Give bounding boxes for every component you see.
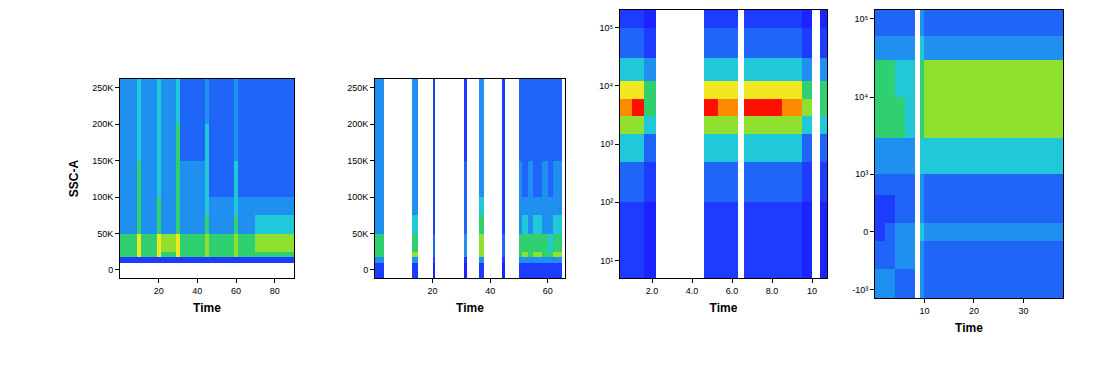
- svg-text:SSC-A: SSC-A: [67, 160, 81, 198]
- svg-text:Time: Time: [456, 301, 484, 315]
- svg-text:4.0: 4.0: [686, 286, 699, 296]
- svg-text:250K: 250K: [347, 83, 368, 93]
- svg-text:40: 40: [192, 286, 202, 296]
- svg-text:200K: 200K: [92, 119, 113, 129]
- svg-text:6.0: 6.0: [726, 286, 739, 296]
- svg-text:100K: 100K: [347, 192, 368, 202]
- svg-text:30: 30: [1018, 306, 1028, 316]
- svg-text:20: 20: [969, 306, 979, 316]
- svg-text:10¹: 10¹: [600, 256, 613, 266]
- svg-text:Time: Time: [710, 301, 738, 315]
- svg-text:250K: 250K: [92, 83, 113, 93]
- svg-text:0: 0: [863, 227, 868, 237]
- svg-text:10⁴: 10⁴: [599, 81, 613, 91]
- svg-text:20: 20: [154, 286, 164, 296]
- svg-text:150K: 150K: [347, 156, 368, 166]
- svg-text:2.0: 2.0: [646, 286, 659, 296]
- svg-text:10: 10: [919, 306, 929, 316]
- svg-text:Time: Time: [955, 321, 983, 335]
- svg-text:10⁵: 10⁵: [599, 23, 613, 33]
- svg-text:10²: 10²: [600, 197, 613, 207]
- svg-text:60: 60: [543, 286, 553, 296]
- svg-text:60: 60: [231, 286, 241, 296]
- svg-text:50K: 50K: [352, 229, 368, 239]
- svg-text:20: 20: [428, 286, 438, 296]
- svg-text:100K: 100K: [92, 192, 113, 202]
- svg-text:8.0: 8.0: [766, 286, 779, 296]
- svg-text:80: 80: [270, 286, 280, 296]
- svg-text:-10³: -10³: [852, 285, 868, 295]
- svg-text:10⁵: 10⁵: [854, 14, 868, 24]
- svg-text:0: 0: [108, 265, 113, 275]
- svg-text:10³: 10³: [855, 169, 868, 179]
- svg-text:50K: 50K: [97, 229, 113, 239]
- svg-text:10³: 10³: [600, 139, 613, 149]
- svg-text:0: 0: [363, 265, 368, 275]
- svg-text:40: 40: [485, 286, 495, 296]
- svg-text:10: 10: [807, 286, 817, 296]
- svg-text:200K: 200K: [347, 119, 368, 129]
- svg-text:150K: 150K: [92, 156, 113, 166]
- svg-text:10⁴: 10⁴: [854, 92, 868, 102]
- svg-text:Time: Time: [193, 301, 221, 315]
